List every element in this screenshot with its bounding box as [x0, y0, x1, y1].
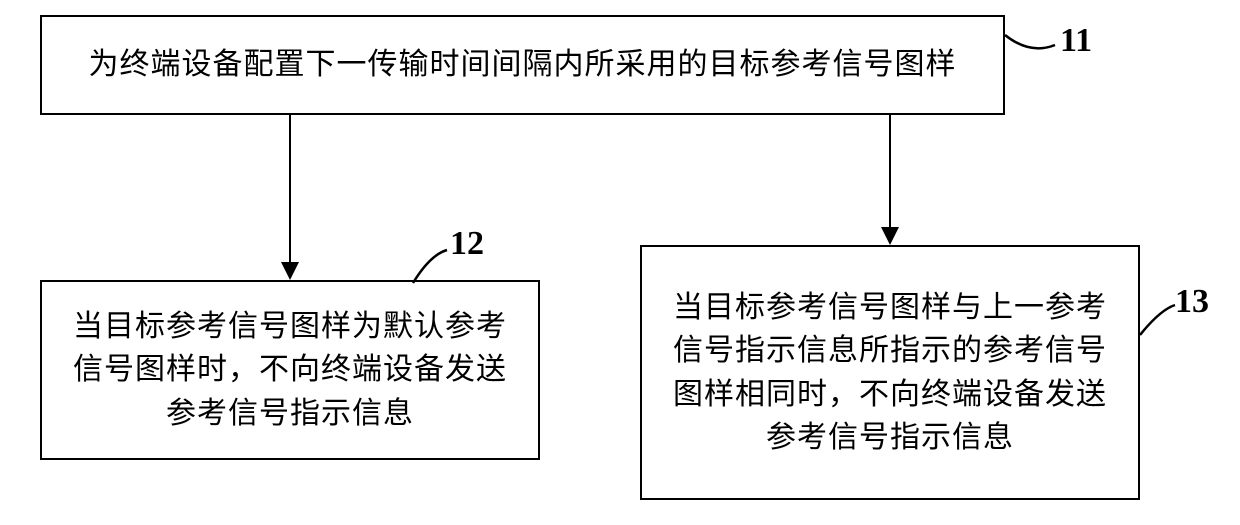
callout-curve-right: [0, 0, 1240, 525]
step-label-13: 13: [1175, 283, 1209, 321]
